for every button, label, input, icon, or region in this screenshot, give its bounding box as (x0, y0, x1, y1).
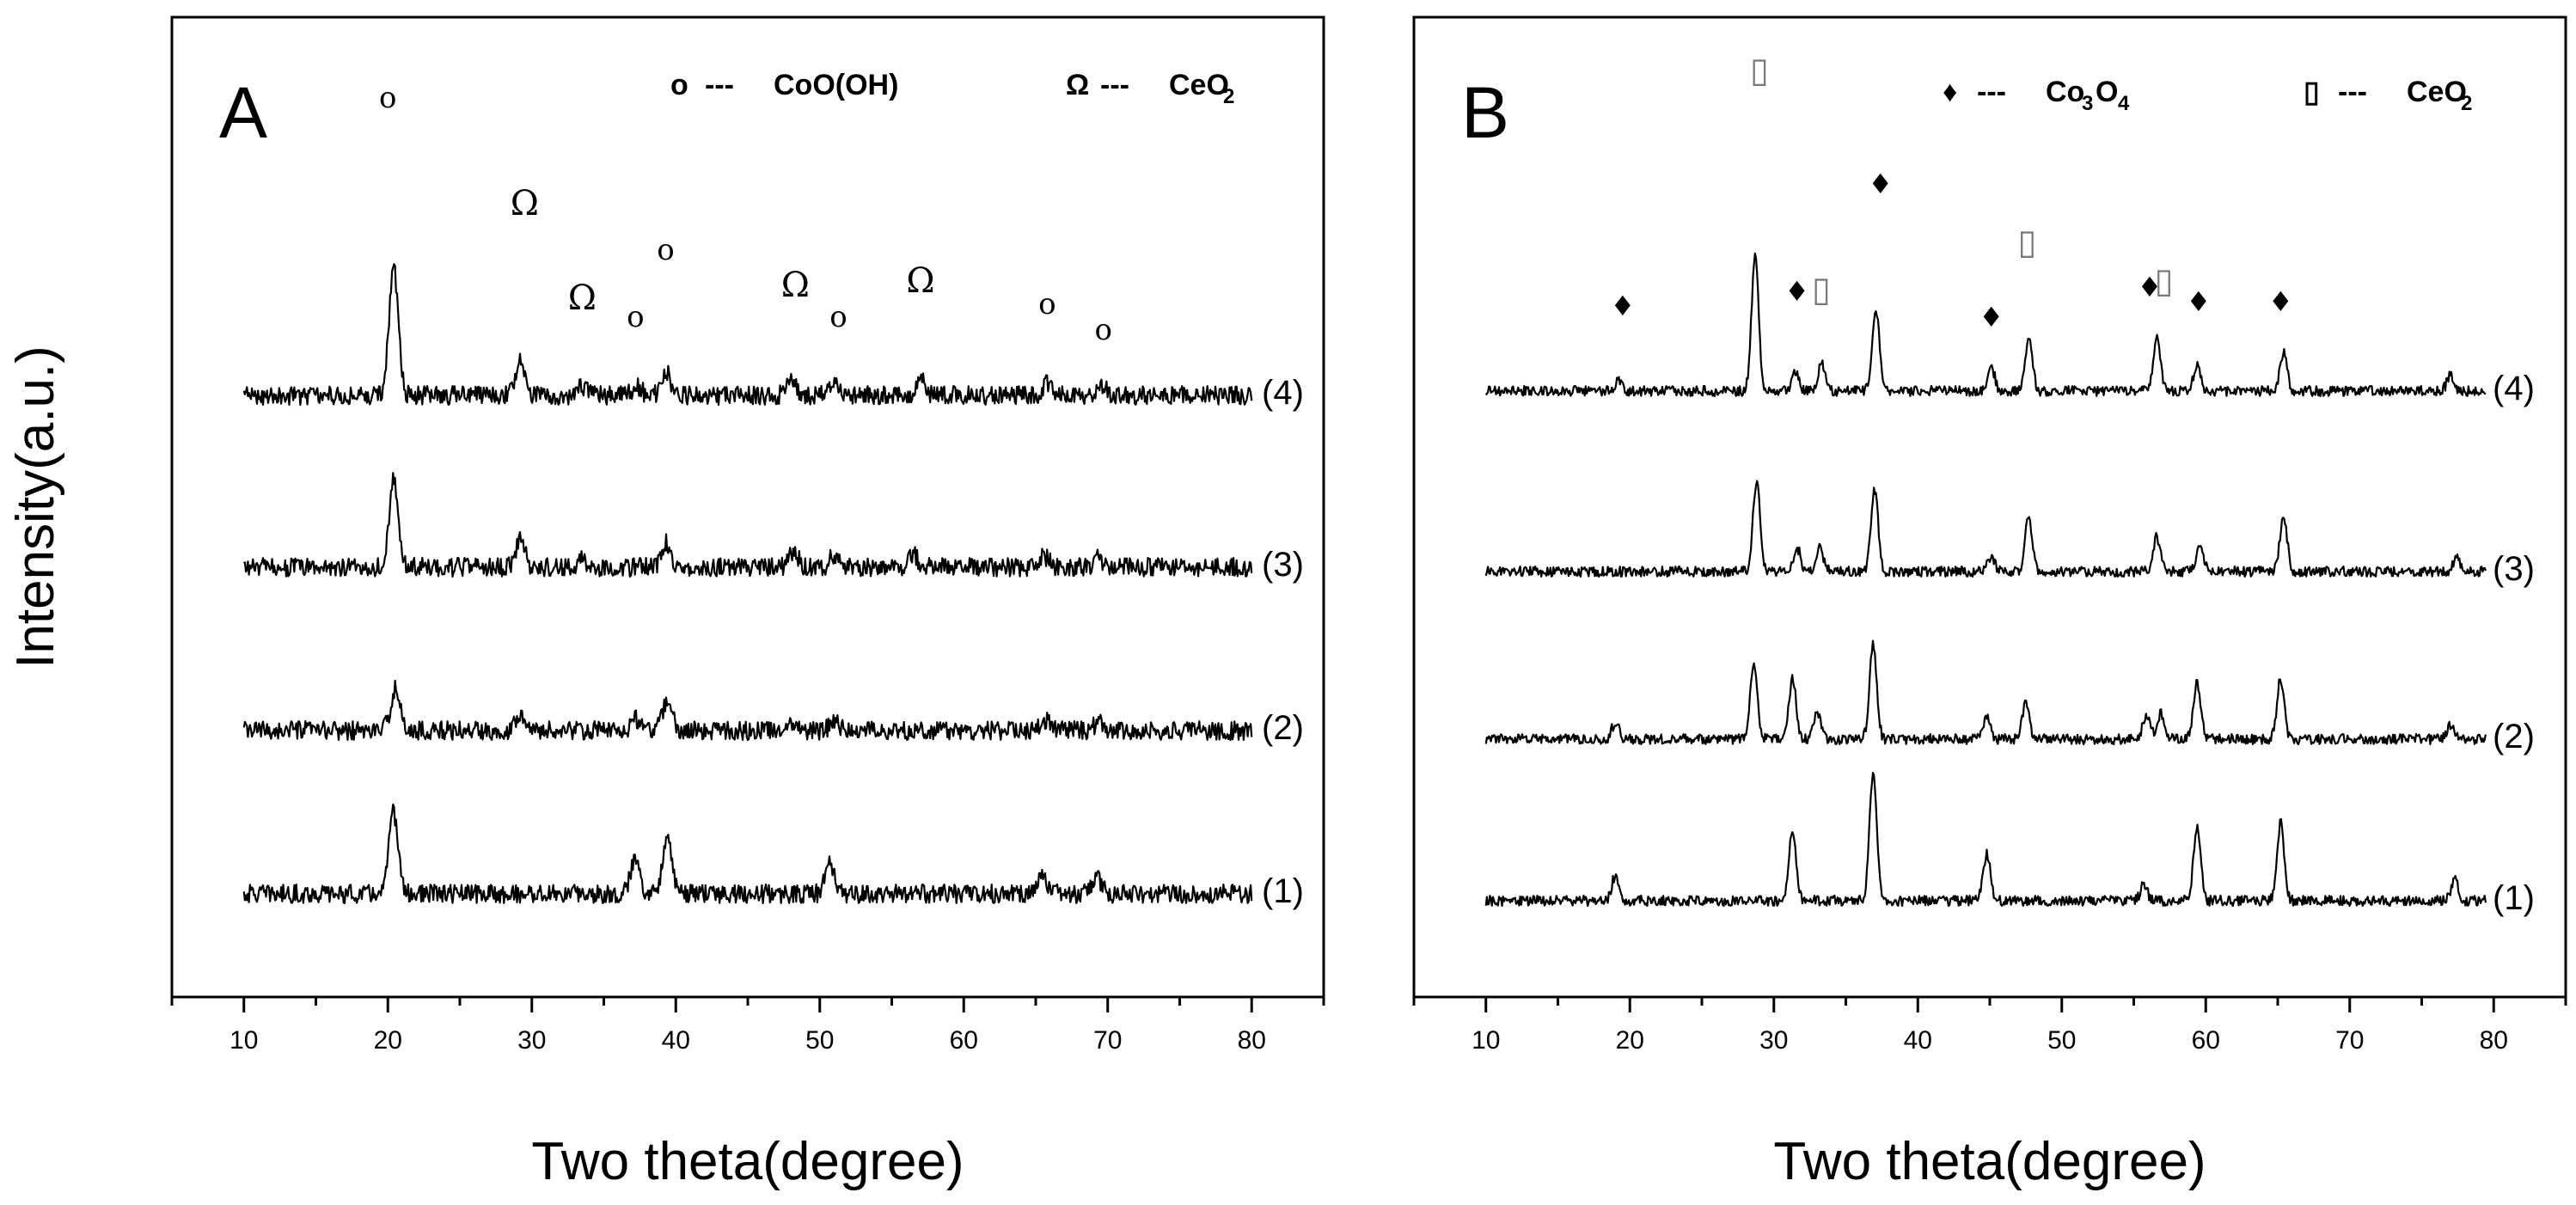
x-tick-label: 80 (1238, 1026, 1266, 1055)
x-tick-label: 30 (517, 1026, 546, 1055)
x-tick-label: 40 (1904, 1026, 1932, 1055)
trace-2 (242, 679, 1253, 742)
peak-marker: ▯ (2018, 223, 2037, 262)
legend-dash: --- (1977, 76, 2006, 108)
legend-symbol: o (670, 69, 688, 101)
legend-dash: --- (1100, 69, 1129, 101)
legend-name: CeO (1169, 69, 1229, 101)
panel-B: 10 20 30 40 50 60 70 80 Two theta(degree) B (1) (2)… (1412, 15, 2567, 1191)
peak-marker: ♦ (2187, 285, 2212, 318)
panel-label: A (219, 72, 267, 153)
trace-3 (242, 472, 1253, 578)
series-label: (2) (2493, 718, 2535, 755)
x-axis-label: Two theta(degree) (531, 1132, 964, 1191)
x-tick-label: 80 (2480, 1026, 2508, 1055)
legend-subscript: 3 (2082, 92, 2093, 115)
series-label: (1) (1262, 872, 1304, 910)
series-label: (4) (1262, 374, 1304, 412)
x-tick-label: 30 (1759, 1026, 1788, 1055)
trace-3 (1484, 480, 2487, 578)
legend-symbol: ♦ (1943, 76, 1957, 108)
peak-marker: Ω (511, 184, 539, 223)
peak-marker: o (627, 300, 644, 334)
x-tick-label: 20 (374, 1026, 402, 1055)
peak-marker: ▯ (1812, 270, 1831, 309)
legend-subscript: 2 (2461, 92, 2472, 115)
x-tick-label: 20 (1616, 1026, 1644, 1055)
legend-name: CeO (2407, 76, 2467, 108)
legend-subscript: 2 (1223, 85, 1234, 108)
legend-dash: --- (705, 69, 734, 101)
legend-symbol: ▯ (2304, 76, 2320, 108)
peak-marker: ♦ (1611, 290, 1636, 322)
trace-4 (1484, 252, 2487, 397)
legend-subscript: 4 (2118, 92, 2130, 115)
peak-marker: ♦ (2138, 271, 2163, 303)
peak-marker: o (829, 300, 847, 334)
trace-1 (1484, 772, 2487, 908)
legend-name: O (2096, 76, 2118, 108)
peak-marker: Ω (781, 266, 810, 305)
y-axis-label: Intensity(a.u.) (6, 346, 65, 669)
x-tick-label: 40 (662, 1026, 690, 1055)
legend-symbol: Ω (1066, 69, 1089, 101)
peak-marker: ▯ (2155, 261, 2174, 301)
peak-marker: ♦ (2268, 285, 2293, 318)
legend-dash: --- (2338, 76, 2367, 108)
peak-marker: ♦ (1784, 275, 1809, 308)
series-label: (3) (2493, 550, 2535, 588)
trace-1 (242, 803, 1253, 904)
x-axis-label: Two theta(degree) (1773, 1132, 2206, 1191)
peak-marker: o (1094, 313, 1111, 347)
peak-marker: ♦ (1979, 301, 2004, 333)
legend-name: CoO(OH) (774, 69, 898, 101)
peak-marker: o (1038, 287, 1055, 321)
x-tick-label: 70 (2335, 1026, 2364, 1055)
series-label: (3) (1262, 546, 1304, 584)
x-tick-label: 50 (2047, 1026, 2076, 1055)
trace-4 (242, 263, 1253, 407)
peak-marker: o (379, 81, 396, 115)
x-tick-label: 60 (950, 1026, 978, 1055)
series-label: (1) (2493, 879, 2535, 917)
x-tick-label: 10 (229, 1026, 258, 1055)
plot-frame (170, 15, 1325, 999)
peak-marker: ▯ (1750, 51, 1769, 90)
x-tick-label: 10 (1472, 1026, 1500, 1055)
panel-A: 10 20 30 40 50 60 70 80 Two theta(degree) A (1) (2)… (170, 15, 1325, 1191)
peak-marker: o (657, 233, 674, 267)
panel-label: B (1461, 72, 1509, 153)
trace-2 (1484, 639, 2487, 746)
peak-marker: Ω (906, 261, 934, 301)
x-tick-label: 60 (2192, 1026, 2220, 1055)
plot-frame (1412, 15, 2567, 999)
series-label: (2) (1262, 709, 1304, 747)
series-label: (4) (2493, 370, 2535, 407)
x-tick-label: 70 (1093, 1026, 1122, 1055)
legend-name: Co (2046, 76, 2084, 108)
peak-marker: ♦ (1868, 168, 1893, 200)
peak-marker: Ω (568, 278, 597, 318)
x-tick-label: 50 (805, 1026, 834, 1055)
